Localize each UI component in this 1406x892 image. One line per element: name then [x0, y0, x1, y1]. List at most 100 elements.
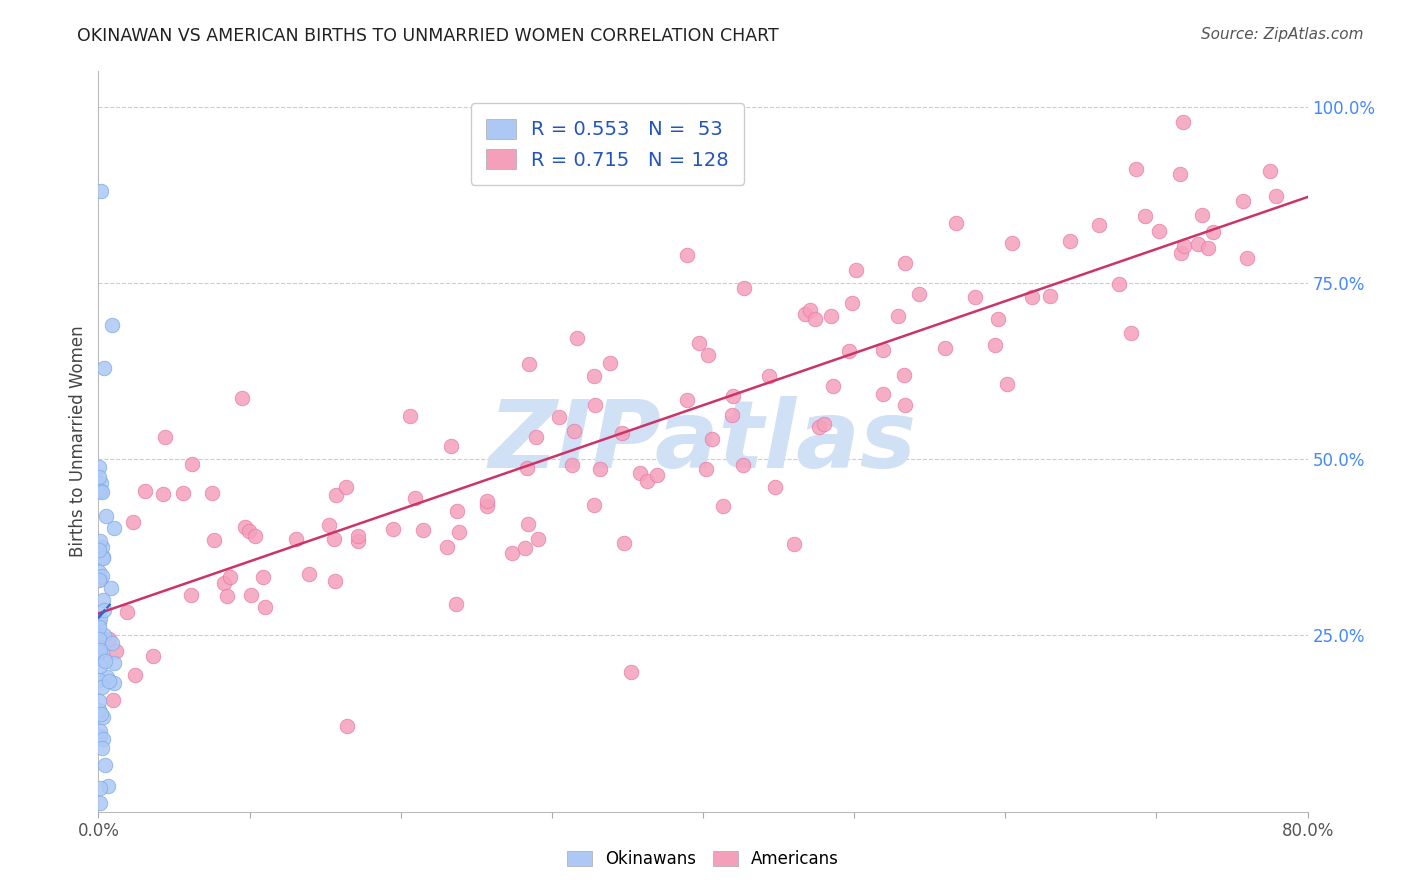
Point — [98, 632, 121, 646]
Point — [103, 675, 125, 690]
Point — [96, 670, 118, 684]
Point — [87, 640, 110, 654]
Point — [945, 216, 967, 230]
Point — [700, 432, 723, 446]
Legend: Okinawans, Americans: Okinawans, Americans — [560, 844, 846, 875]
Point — [101, 636, 124, 650]
Point — [1119, 326, 1142, 340]
Point — [841, 295, 863, 310]
Point — [105, 644, 128, 658]
Point — [239, 588, 262, 602]
Point — [516, 461, 538, 475]
Point — [89, 611, 111, 625]
Point — [688, 335, 710, 350]
Point — [89, 796, 111, 810]
Point — [90, 476, 112, 491]
Point — [346, 534, 368, 549]
Point — [103, 656, 125, 670]
Point — [231, 391, 253, 405]
Point — [89, 533, 111, 548]
Point — [783, 537, 806, 551]
Point — [1021, 290, 1043, 304]
Point — [821, 379, 844, 393]
Point — [733, 280, 755, 294]
Point — [335, 480, 357, 494]
Point — [1168, 167, 1191, 181]
Point — [763, 480, 786, 494]
Point — [94, 757, 117, 772]
Point — [233, 519, 256, 533]
Point — [91, 569, 114, 583]
Point — [560, 458, 582, 472]
Point — [93, 551, 115, 566]
Point — [214, 575, 236, 590]
Point — [567, 331, 589, 345]
Point — [513, 541, 536, 555]
Point — [808, 420, 831, 434]
Point — [90, 680, 112, 694]
Point — [347, 529, 370, 543]
Point — [172, 486, 194, 500]
Point — [894, 256, 917, 270]
Point — [134, 484, 156, 499]
Point — [758, 368, 780, 383]
Point — [98, 674, 121, 689]
Point — [103, 521, 125, 535]
Point — [87, 628, 110, 642]
Point — [872, 343, 894, 358]
Point — [887, 309, 910, 323]
Point — [845, 263, 868, 277]
Point — [91, 741, 114, 756]
Point — [101, 693, 124, 707]
Point — [323, 533, 346, 547]
Point — [90, 707, 112, 722]
Point — [89, 632, 111, 646]
Point — [89, 703, 111, 717]
Text: Source: ZipAtlas.com: Source: ZipAtlas.com — [1201, 27, 1364, 42]
Point — [477, 493, 499, 508]
Point — [893, 368, 915, 383]
Point — [987, 311, 1010, 326]
Point — [93, 628, 115, 642]
Point — [1187, 237, 1209, 252]
Point — [610, 426, 633, 441]
Point — [1059, 234, 1081, 248]
Point — [87, 566, 110, 580]
Point — [1001, 236, 1024, 251]
Point — [89, 659, 111, 673]
Point — [997, 377, 1019, 392]
Point — [1201, 225, 1223, 239]
Point — [404, 491, 426, 505]
Point — [436, 540, 458, 554]
Point — [721, 409, 744, 423]
Point — [89, 781, 111, 796]
Point — [963, 290, 986, 304]
Point — [100, 581, 122, 595]
Point — [820, 310, 842, 324]
Point — [89, 483, 111, 498]
Point — [252, 570, 274, 584]
Point — [89, 643, 111, 657]
Point — [96, 780, 118, 794]
Point — [382, 522, 405, 536]
Point — [90, 645, 112, 659]
Point — [94, 654, 117, 668]
Point — [907, 287, 929, 301]
Point — [298, 566, 321, 581]
Point — [284, 532, 307, 546]
Point — [115, 605, 138, 619]
Point — [254, 599, 277, 614]
Point — [90, 484, 112, 499]
Point — [121, 516, 143, 530]
Point — [124, 667, 146, 681]
Point — [1170, 245, 1192, 260]
Point — [872, 387, 894, 401]
Point — [547, 410, 569, 425]
Point — [1191, 208, 1213, 222]
Point — [813, 417, 835, 431]
Point — [243, 529, 266, 543]
Point — [695, 461, 717, 475]
Point — [527, 532, 550, 546]
Point — [89, 543, 111, 558]
Point — [90, 540, 112, 554]
